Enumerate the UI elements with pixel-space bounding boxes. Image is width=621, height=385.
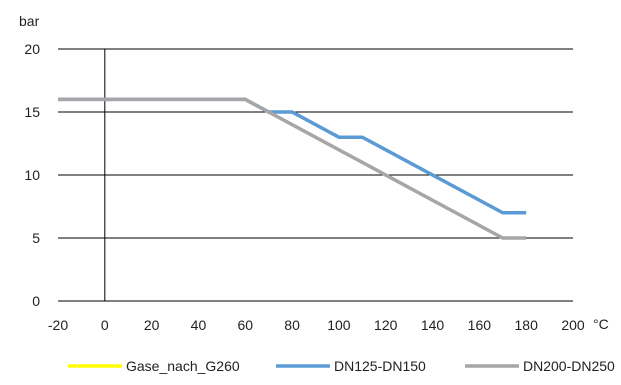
legend: Gase_nach_G260 DN125-DN150 DN200-DN250 (68, 358, 615, 374)
y-tick-labels: 0 5 10 15 20 (24, 41, 40, 309)
x-tick-label: 120 (374, 317, 398, 333)
x-tick-label: 40 (191, 317, 207, 333)
series-line-2 (58, 97, 527, 215)
y-axis-label: bar (19, 13, 40, 29)
x-tick-label: -20 (48, 317, 68, 333)
x-tick-label: 100 (327, 317, 351, 333)
x-tick-labels: -20 0 20 40 60 80 100 120 140 160 180 200 (48, 317, 585, 333)
y-tick-label: 20 (24, 41, 40, 57)
x-tick-label: 20 (144, 317, 160, 333)
x-tick-label: 180 (515, 317, 539, 333)
y-tick-label: 15 (24, 104, 40, 120)
legend-label: DN125-DN150 (334, 358, 426, 374)
series-lines (58, 97, 527, 240)
y-tick-label: 10 (24, 167, 40, 183)
x-axis-label: °C (593, 316, 609, 332)
x-tick-label: 0 (101, 317, 109, 333)
x-tick-label: 80 (284, 317, 300, 333)
x-tick-label: 200 (561, 317, 585, 333)
legend-label: Gase_nach_G260 (126, 358, 240, 374)
x-tick-label: 140 (421, 317, 445, 333)
x-tick-label: 60 (237, 317, 253, 333)
y-tick-label: 0 (32, 293, 40, 309)
legend-label: DN200-DN250 (523, 358, 615, 374)
grid-lines (58, 48, 573, 302)
x-tick-label: 160 (468, 317, 492, 333)
series-line-3 (58, 97, 527, 240)
y-tick-label: 5 (32, 230, 40, 246)
